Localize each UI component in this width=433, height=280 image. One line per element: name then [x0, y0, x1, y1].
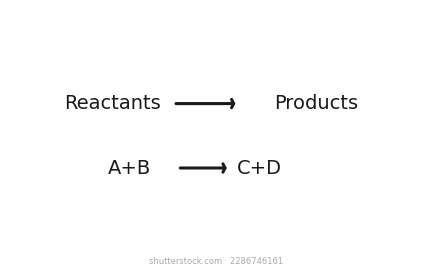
- Text: shutterstock.com · 2286746161: shutterstock.com · 2286746161: [149, 257, 284, 266]
- Text: C+D: C+D: [237, 158, 282, 178]
- Text: A+B: A+B: [108, 158, 152, 178]
- Text: Reactants: Reactants: [64, 94, 161, 113]
- Text: Products: Products: [274, 94, 358, 113]
